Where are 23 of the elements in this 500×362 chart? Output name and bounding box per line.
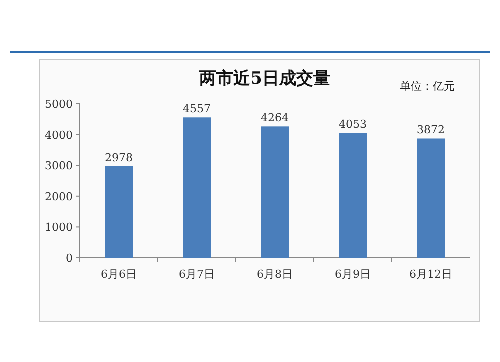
bar	[417, 138, 445, 258]
data-label: 4557	[183, 102, 211, 116]
data-label: 4053	[339, 118, 367, 132]
y-tick-label: 0	[66, 252, 73, 265]
x-tick-label: 6月12日	[410, 268, 452, 281]
y-tick-label: 2000	[45, 190, 73, 204]
data-label: 2978	[105, 151, 133, 164]
x-tick-label: 6月8日	[257, 268, 293, 281]
x-tick-label: 6月9日	[335, 268, 371, 281]
x-tick-label: 6月7日	[179, 268, 215, 281]
bar	[105, 166, 133, 258]
y-tick-label: 5000	[45, 98, 73, 111]
y-tick-label: 3000	[45, 160, 73, 173]
bar	[183, 118, 211, 258]
bar	[339, 133, 367, 258]
y-tick-label: 4000	[45, 128, 73, 142]
data-label: 3872	[417, 124, 445, 137]
data-label: 4264	[261, 112, 289, 125]
y-tick-label: 1000	[45, 221, 73, 234]
bar	[261, 126, 289, 258]
text: 单位：亿元	[400, 80, 455, 93]
x-tick-label: 6月6日	[101, 268, 137, 281]
chart-title: 两市近5日成交量	[198, 69, 330, 89]
